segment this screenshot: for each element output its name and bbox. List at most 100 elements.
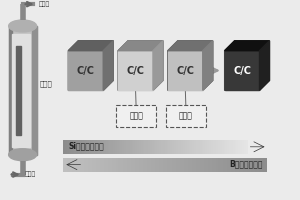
- Text: Si元素含量变化: Si元素含量变化: [68, 141, 104, 150]
- Bar: [192, 140, 194, 154]
- Bar: [139, 158, 141, 172]
- Bar: [259, 158, 261, 172]
- Polygon shape: [168, 41, 213, 90]
- Bar: [212, 158, 214, 172]
- Bar: [226, 158, 229, 172]
- Bar: [208, 158, 210, 172]
- Bar: [135, 158, 137, 172]
- Bar: [239, 158, 241, 172]
- Bar: [164, 158, 165, 172]
- Bar: [78, 158, 80, 172]
- Bar: [245, 158, 247, 172]
- Bar: [128, 140, 130, 154]
- Text: 进气口: 进气口: [25, 172, 36, 177]
- Bar: [172, 158, 174, 172]
- Bar: [152, 140, 154, 154]
- Bar: [139, 140, 141, 154]
- Bar: [142, 140, 145, 154]
- Bar: [231, 140, 233, 154]
- Polygon shape: [118, 41, 163, 90]
- Bar: [68, 158, 70, 172]
- Polygon shape: [68, 41, 113, 90]
- Bar: [216, 140, 218, 154]
- Text: C/C: C/C: [233, 66, 251, 76]
- Bar: [165, 158, 167, 172]
- Text: 出气口: 出气口: [38, 1, 50, 7]
- Bar: [110, 140, 112, 154]
- Polygon shape: [225, 41, 269, 51]
- Bar: [218, 140, 220, 154]
- Bar: [117, 140, 119, 154]
- Bar: [225, 140, 227, 154]
- Ellipse shape: [9, 20, 37, 32]
- Bar: [148, 140, 150, 154]
- Bar: [108, 158, 110, 172]
- Bar: [172, 140, 174, 154]
- Bar: [82, 140, 84, 154]
- Bar: [146, 140, 148, 154]
- Bar: [200, 158, 202, 172]
- Bar: [149, 158, 151, 172]
- Bar: [192, 158, 194, 172]
- Bar: [224, 140, 226, 154]
- Bar: [118, 158, 121, 172]
- Bar: [182, 158, 184, 172]
- Text: 发热体: 发热体: [40, 81, 52, 87]
- Bar: [190, 158, 192, 172]
- Polygon shape: [203, 41, 213, 90]
- Bar: [194, 140, 196, 154]
- Bar: [225, 158, 226, 172]
- Bar: [237, 158, 239, 172]
- Bar: [257, 158, 259, 172]
- Bar: [121, 140, 122, 154]
- Bar: [223, 158, 225, 172]
- Bar: [198, 140, 200, 154]
- Bar: [141, 140, 143, 154]
- Bar: [249, 158, 251, 172]
- Bar: [116, 158, 119, 172]
- Bar: [185, 140, 187, 154]
- Text: C/C: C/C: [77, 66, 95, 76]
- Bar: [159, 158, 161, 172]
- Bar: [92, 158, 94, 172]
- Bar: [186, 158, 188, 172]
- Polygon shape: [260, 41, 269, 90]
- Bar: [114, 158, 116, 172]
- Bar: [214, 140, 216, 154]
- Bar: [147, 158, 149, 172]
- Bar: [16, 46, 21, 135]
- Bar: [244, 140, 246, 154]
- Bar: [155, 158, 157, 172]
- Bar: [213, 140, 214, 154]
- Bar: [216, 158, 218, 172]
- Bar: [106, 140, 108, 154]
- Bar: [155, 140, 158, 154]
- Bar: [121, 158, 123, 172]
- Polygon shape: [168, 41, 213, 51]
- Bar: [110, 158, 112, 172]
- Bar: [73, 140, 75, 154]
- Bar: [168, 51, 203, 90]
- Bar: [118, 51, 153, 90]
- Bar: [251, 158, 253, 172]
- Bar: [207, 140, 209, 154]
- Bar: [108, 140, 109, 154]
- Bar: [76, 158, 78, 172]
- Bar: [205, 140, 207, 154]
- Bar: [98, 158, 100, 172]
- Bar: [247, 158, 249, 172]
- Bar: [65, 158, 68, 172]
- Bar: [123, 158, 124, 172]
- Bar: [229, 158, 231, 172]
- Polygon shape: [103, 41, 113, 90]
- Bar: [134, 140, 135, 154]
- Bar: [9, 26, 12, 155]
- Bar: [163, 140, 165, 154]
- Bar: [112, 158, 114, 172]
- Bar: [12, 34, 30, 147]
- Bar: [196, 158, 198, 172]
- Bar: [202, 158, 204, 172]
- Bar: [183, 140, 185, 154]
- Bar: [184, 158, 186, 172]
- Bar: [124, 140, 126, 154]
